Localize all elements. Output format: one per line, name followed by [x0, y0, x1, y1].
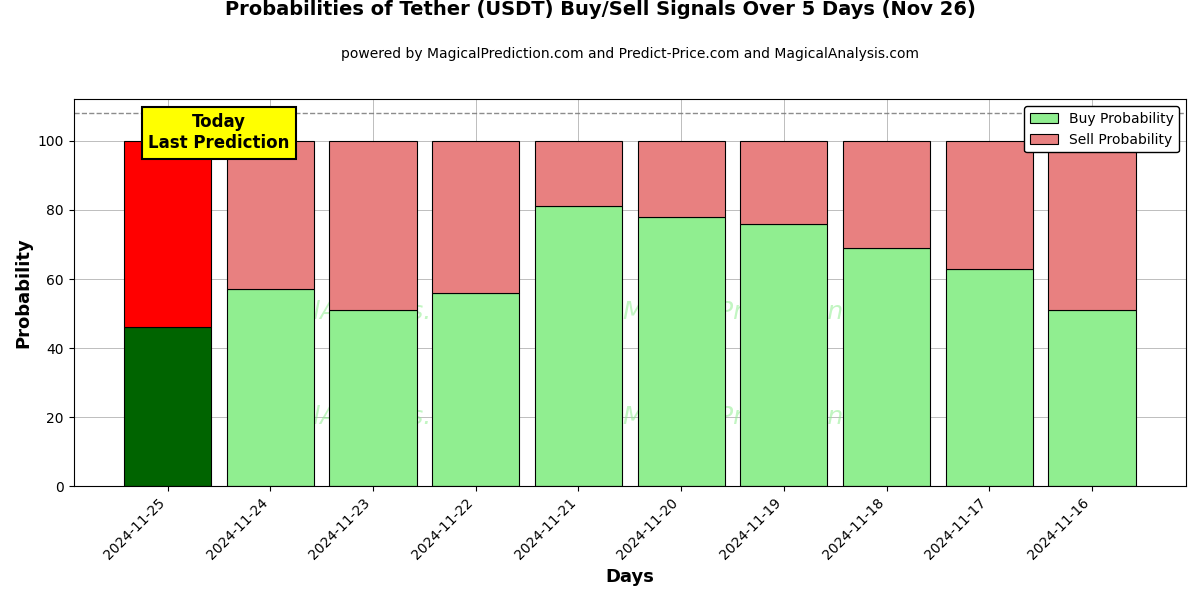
Text: Probabilities of Tether (USDT) Buy/Sell Signals Over 5 Days (Nov 26): Probabilities of Tether (USDT) Buy/Sell … [224, 0, 976, 19]
Bar [330, 141, 416, 310]
Bar [124, 141, 211, 328]
X-axis label: Days: Days [605, 568, 654, 586]
Bar [432, 293, 520, 486]
Bar [842, 248, 930, 486]
Text: calAnalysis.com: calAnalysis.com [284, 404, 485, 428]
Bar [432, 141, 520, 293]
Y-axis label: Probability: Probability [14, 238, 32, 348]
Bar [1049, 141, 1135, 310]
Bar [842, 141, 930, 248]
Bar [124, 328, 211, 486]
Text: MagicalPrediction.com: MagicalPrediction.com [622, 404, 905, 428]
Bar [330, 310, 416, 486]
Bar [637, 217, 725, 486]
Text: Today
Last Prediction: Today Last Prediction [149, 113, 289, 152]
Legend: Buy Probability, Sell Probability: Buy Probability, Sell Probability [1025, 106, 1180, 152]
Bar [946, 141, 1033, 269]
Bar [1049, 310, 1135, 486]
Bar [740, 224, 828, 486]
Text: MagicalPrediction.com: MagicalPrediction.com [622, 300, 905, 324]
Bar [637, 141, 725, 217]
Bar [535, 141, 622, 206]
Bar [227, 289, 314, 486]
Bar [740, 141, 828, 224]
Text: calAnalysis.com: calAnalysis.com [284, 300, 485, 324]
Bar [535, 206, 622, 486]
Bar [946, 269, 1033, 486]
Title: powered by MagicalPrediction.com and Predict-Price.com and MagicalAnalysis.com: powered by MagicalPrediction.com and Pre… [341, 47, 919, 61]
Bar [227, 141, 314, 289]
